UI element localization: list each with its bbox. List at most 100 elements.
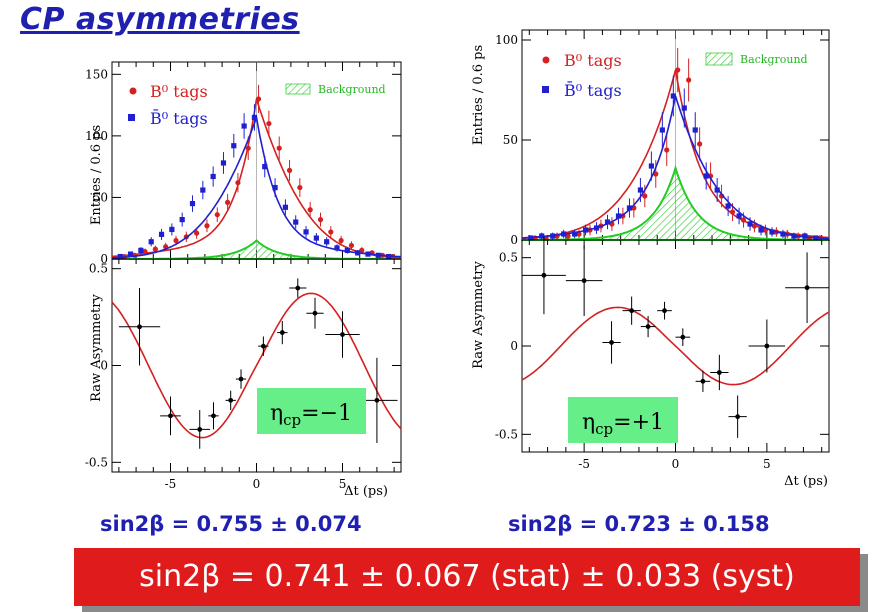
right-bottom-point (581, 278, 587, 284)
right-top-b0-point (675, 67, 681, 73)
left-bottom-xtick-label: 5 (339, 477, 347, 491)
left-top-b0-point (348, 242, 355, 249)
left-top-b0bar-point (365, 251, 371, 257)
right-bottom-point (541, 272, 547, 278)
left-bottom-point (312, 310, 318, 316)
right-top-b0bar-point (593, 225, 600, 231)
left-bottom-point (228, 397, 234, 403)
right-top-b0bar-point (659, 127, 665, 133)
left-top-b0-point (235, 180, 241, 186)
left-bottom-point (197, 427, 203, 432)
ylabel-right-bottom: Raw Asymmetry (471, 261, 486, 369)
left-top-b0-point (225, 199, 231, 205)
left-top-b0-point (214, 212, 220, 218)
right-top-b0bar-point (736, 213, 742, 219)
left-top-b0-point (297, 184, 303, 191)
panel-labels: Entries / 0.6 ps Raw Asymmetry Δt (ps) E… (89, 45, 828, 499)
left-top-b0-point (338, 237, 344, 244)
legend-b0bar-right: B̄⁰ tags (564, 79, 622, 100)
left-top-b0bar-point (375, 252, 381, 258)
right-top-b0bar-point (670, 93, 676, 99)
eta-label-left: ηcp=−1 (270, 401, 352, 429)
legend-bg-swatch-left (285, 83, 311, 95)
right-bottom-point (700, 378, 706, 384)
left-bottom-ytick-label: 0.5 (89, 262, 108, 276)
left-bottom-point (279, 330, 285, 335)
left-top-b0bar-point (169, 226, 175, 233)
left-bottom-ytick-label: 0 (100, 359, 108, 373)
left-bottom-point (295, 285, 301, 291)
left-top-b0-point (204, 223, 210, 229)
left-top-b0-point (255, 96, 262, 102)
left-top-b0-point (276, 145, 282, 151)
right-top-b0-point (642, 193, 648, 199)
left-top-b0bar-point (313, 235, 319, 241)
right-bottom-ytick-label: -0.5 (495, 427, 518, 441)
left-top-b0bar-point (324, 239, 330, 245)
right-top-b0-point (751, 223, 758, 229)
right-bottom-point (735, 414, 741, 420)
left-top-b0bar-point (127, 251, 134, 257)
right-bottom-ytick-label: 0.5 (499, 251, 518, 265)
right-top-b0bar-point (758, 227, 764, 233)
left-top-ytick-label: 0 (100, 252, 108, 266)
left-bottom-ytick-label: -0.5 (85, 455, 108, 469)
left-top-b0bar-point (220, 160, 227, 166)
left-top-b0-point (307, 207, 313, 213)
right-top-b0bar-point (780, 231, 786, 237)
legend-b0-right: B⁰ tags (564, 51, 622, 70)
right-top-ytick-label: 100 (495, 33, 518, 47)
left-bottom-point (374, 397, 380, 403)
right-top-b0-point (729, 209, 736, 215)
left-bottom-point (260, 343, 266, 349)
legend-b0bar-left: B̄⁰ tags (150, 107, 208, 128)
left-bottom-point (340, 332, 345, 337)
right-bottom-point (764, 343, 770, 349)
left-top-b0bar-point (148, 239, 154, 245)
left-bottom-point (137, 324, 142, 330)
left-top-b0-point (152, 246, 158, 252)
right-top-b0-point (697, 141, 703, 147)
eta-box-right (568, 397, 678, 443)
right-top-b0bar-point (561, 231, 567, 237)
left-top-b0-point (317, 217, 324, 223)
result-left: sin2β = 0.755 ± 0.074 (100, 512, 362, 536)
right-bottom-fit (521, 306, 830, 386)
eta-label-right: ηcp=+1 (582, 410, 664, 438)
right-top-background (521, 164, 830, 241)
left-top-b0bar-point (386, 253, 392, 260)
right-top-b0bar-point (648, 163, 654, 169)
xlabel-right: Δt (ps) (784, 474, 828, 489)
right-top-b0bar-point (769, 229, 775, 235)
right-top-b0bar-point (714, 187, 720, 193)
legend-b0-marker-left (129, 87, 137, 95)
left-top-b0bar-point (158, 231, 165, 237)
ylabel-left-bottom: Raw Asymmetry (89, 294, 104, 402)
right-top-b0bar-point (692, 127, 698, 133)
right-top-b0-point (740, 217, 747, 223)
left-bottom-point (211, 413, 216, 419)
right-bottom-point (716, 370, 722, 375)
right-bottom-xtick-label: 5 (763, 457, 771, 471)
result-right: sin2β = 0.723 ± 0.158 (508, 512, 770, 536)
right-top-b0-point (565, 233, 571, 239)
right-top-b0-point (686, 77, 692, 83)
right-bottom-panel: -0.5 0 0.5 -5 0 5 (495, 236, 830, 471)
right-top-b0bar-point (604, 219, 611, 225)
right-top-ytick-label: 50 (503, 133, 518, 147)
right-top-b0bar-point (791, 233, 797, 239)
left-top-b0-point (194, 230, 200, 236)
ylabel-right-top: Entries / 0.6 ps (471, 45, 486, 145)
right-bottom-point (680, 334, 686, 340)
right-top-b0bar-point (703, 173, 709, 179)
left-top-b0bar-point (293, 219, 299, 225)
right-top-b0bar-point (582, 227, 589, 233)
left-top-b0bar-point (117, 253, 123, 260)
left-top-b0bar-point (344, 247, 350, 253)
right-top-b0bar-point (572, 231, 578, 237)
right-bottom-point (662, 308, 667, 314)
left-top-b0bar-point (200, 187, 206, 193)
right-bottom-xtick-label: -5 (578, 457, 590, 471)
right-top-b0bar-point (550, 233, 556, 239)
